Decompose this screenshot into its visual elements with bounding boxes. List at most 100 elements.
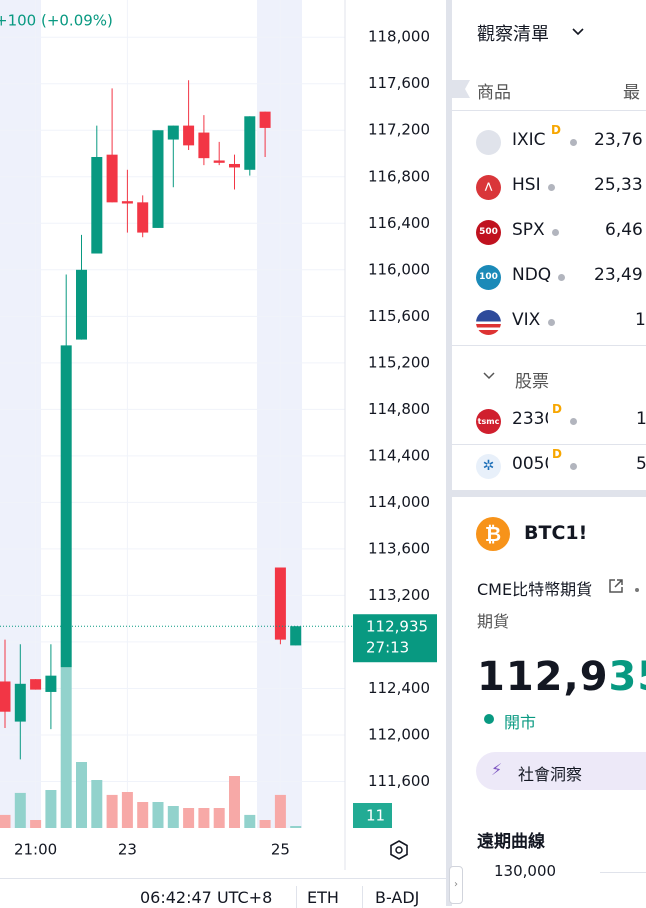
volume-bar bbox=[152, 802, 164, 828]
y-tick-label: 116,400 bbox=[368, 214, 430, 232]
detail-name[interactable]: CME比特幣期貨 bbox=[477, 580, 593, 599]
badge: D bbox=[551, 123, 561, 137]
status-border bbox=[0, 878, 446, 879]
volume-bar bbox=[91, 780, 103, 828]
volume-bar bbox=[198, 808, 210, 828]
candle-body bbox=[274, 567, 286, 640]
price: 23,49 bbox=[594, 265, 643, 285]
y-tick-label: 114,000 bbox=[368, 493, 430, 511]
y-tick-label: 114,400 bbox=[368, 446, 430, 464]
settings-button[interactable] bbox=[390, 840, 408, 860]
external-link-icon[interactable] bbox=[607, 577, 625, 595]
separator bbox=[296, 886, 297, 908]
collapse-button[interactable]: › bbox=[449, 866, 463, 904]
symbol-icon: ⋀ bbox=[476, 175, 501, 200]
candle-body bbox=[76, 269, 87, 340]
volume-bar bbox=[244, 814, 256, 828]
divider bbox=[446, 0, 452, 906]
badge: D bbox=[552, 447, 562, 461]
y-tick-label: 117,600 bbox=[368, 74, 430, 92]
volume-bar bbox=[45, 790, 57, 828]
price-tail: 35 bbox=[608, 654, 646, 700]
column-label[interactable]: 最 bbox=[623, 83, 640, 103]
curve-title: 遠期曲線 bbox=[477, 832, 545, 852]
volume-bar bbox=[274, 794, 286, 828]
status-adjustment[interactable]: B-ADJ bbox=[375, 888, 420, 907]
candle-body bbox=[290, 626, 302, 646]
status-dot bbox=[570, 139, 577, 146]
volume-bar bbox=[30, 820, 42, 828]
status-dot bbox=[548, 184, 555, 191]
status-session[interactable]: ETH bbox=[307, 888, 339, 907]
section-label[interactable]: 股票 bbox=[515, 372, 549, 392]
volume-bar bbox=[213, 808, 225, 828]
candle-body bbox=[259, 111, 271, 128]
watch-row[interactable]: IXIC D 23,76 bbox=[452, 120, 646, 165]
status-dot bbox=[558, 274, 565, 281]
price: 6,46 bbox=[605, 220, 643, 240]
volume-bar bbox=[183, 808, 195, 828]
volume-bar bbox=[14, 792, 26, 828]
price: 23,76 bbox=[594, 130, 643, 150]
watch-row[interactable]: ⋀ HSI 25,33 bbox=[452, 165, 646, 210]
candle-body bbox=[60, 345, 72, 668]
detail-symbol[interactable]: BTC1! bbox=[524, 522, 588, 544]
candle-body bbox=[213, 160, 225, 163]
candle-body bbox=[152, 130, 164, 228]
status-time[interactable]: 06:42:47 UTC+8 bbox=[140, 888, 273, 907]
column-label[interactable]: 商品 bbox=[477, 83, 511, 103]
candle-body bbox=[183, 125, 195, 146]
status-dot bbox=[570, 463, 577, 470]
watch-row[interactable]: 500 SPX 6,46 bbox=[452, 210, 646, 255]
insights-label[interactable]: 社會洞察 bbox=[518, 765, 583, 784]
collapse-icon[interactable] bbox=[482, 371, 496, 381]
detail-price: 112,935 bbox=[477, 654, 646, 700]
symbol: 0050 bbox=[512, 454, 548, 474]
volume-label-box bbox=[353, 803, 392, 828]
symbol-icon: ✲ bbox=[476, 454, 501, 479]
candle-body bbox=[14, 683, 26, 722]
flag-icon bbox=[452, 80, 470, 98]
insights-button[interactable] bbox=[476, 752, 646, 790]
volume-label: 11 bbox=[366, 807, 385, 825]
price-main: 112,9 bbox=[477, 654, 609, 700]
column-header bbox=[452, 70, 646, 111]
countdown: 27:13 bbox=[366, 639, 409, 657]
candle-body bbox=[91, 156, 103, 254]
watch-row[interactable]: VIX 1 bbox=[452, 300, 646, 346]
volume-bar bbox=[121, 792, 133, 828]
candle-body bbox=[121, 201, 133, 204]
dropdown-icon[interactable] bbox=[571, 27, 585, 37]
y-tick-label: 112,000 bbox=[368, 725, 430, 743]
chart: 111,600112,000112,400112,800113,200113,6… bbox=[0, 0, 437, 870]
settings-icon bbox=[395, 846, 403, 854]
candle-body bbox=[0, 681, 11, 712]
btc-icon: ₿ bbox=[476, 517, 510, 551]
bolt-icon: ⚡ bbox=[491, 760, 503, 779]
volume-bar bbox=[229, 776, 240, 828]
y-tick-label: 115,600 bbox=[368, 307, 430, 325]
status-dot bbox=[484, 714, 494, 724]
watchlist-title[interactable]: 觀察清單 bbox=[477, 24, 549, 45]
y-tick-label: 116,800 bbox=[368, 167, 430, 185]
badge: D bbox=[552, 402, 562, 416]
detail-kind: 期貨 bbox=[477, 612, 510, 631]
candle-body bbox=[45, 675, 57, 692]
watch-row[interactable]: 100 NDQ 23,49 bbox=[452, 255, 646, 300]
y-tick-label: 114,800 bbox=[368, 400, 430, 418]
watch-row[interactable]: ✲ 0050 D 5 bbox=[452, 444, 646, 489]
candle-body bbox=[244, 116, 256, 170]
watch-row[interactable]: tsmc 2330 D 1 bbox=[452, 399, 646, 445]
price: 25,33 bbox=[594, 175, 643, 195]
volume-bar bbox=[0, 814, 11, 828]
symbol-icon: 100 bbox=[476, 265, 501, 290]
candle-body bbox=[198, 132, 210, 159]
x-tick-label: 25 bbox=[271, 841, 290, 859]
symbol: HSI bbox=[512, 175, 541, 195]
grid-line bbox=[600, 872, 646, 873]
candle-body bbox=[106, 154, 118, 203]
volume-bar bbox=[106, 794, 118, 828]
candle-body bbox=[137, 202, 149, 233]
symbol-icon bbox=[476, 130, 501, 155]
